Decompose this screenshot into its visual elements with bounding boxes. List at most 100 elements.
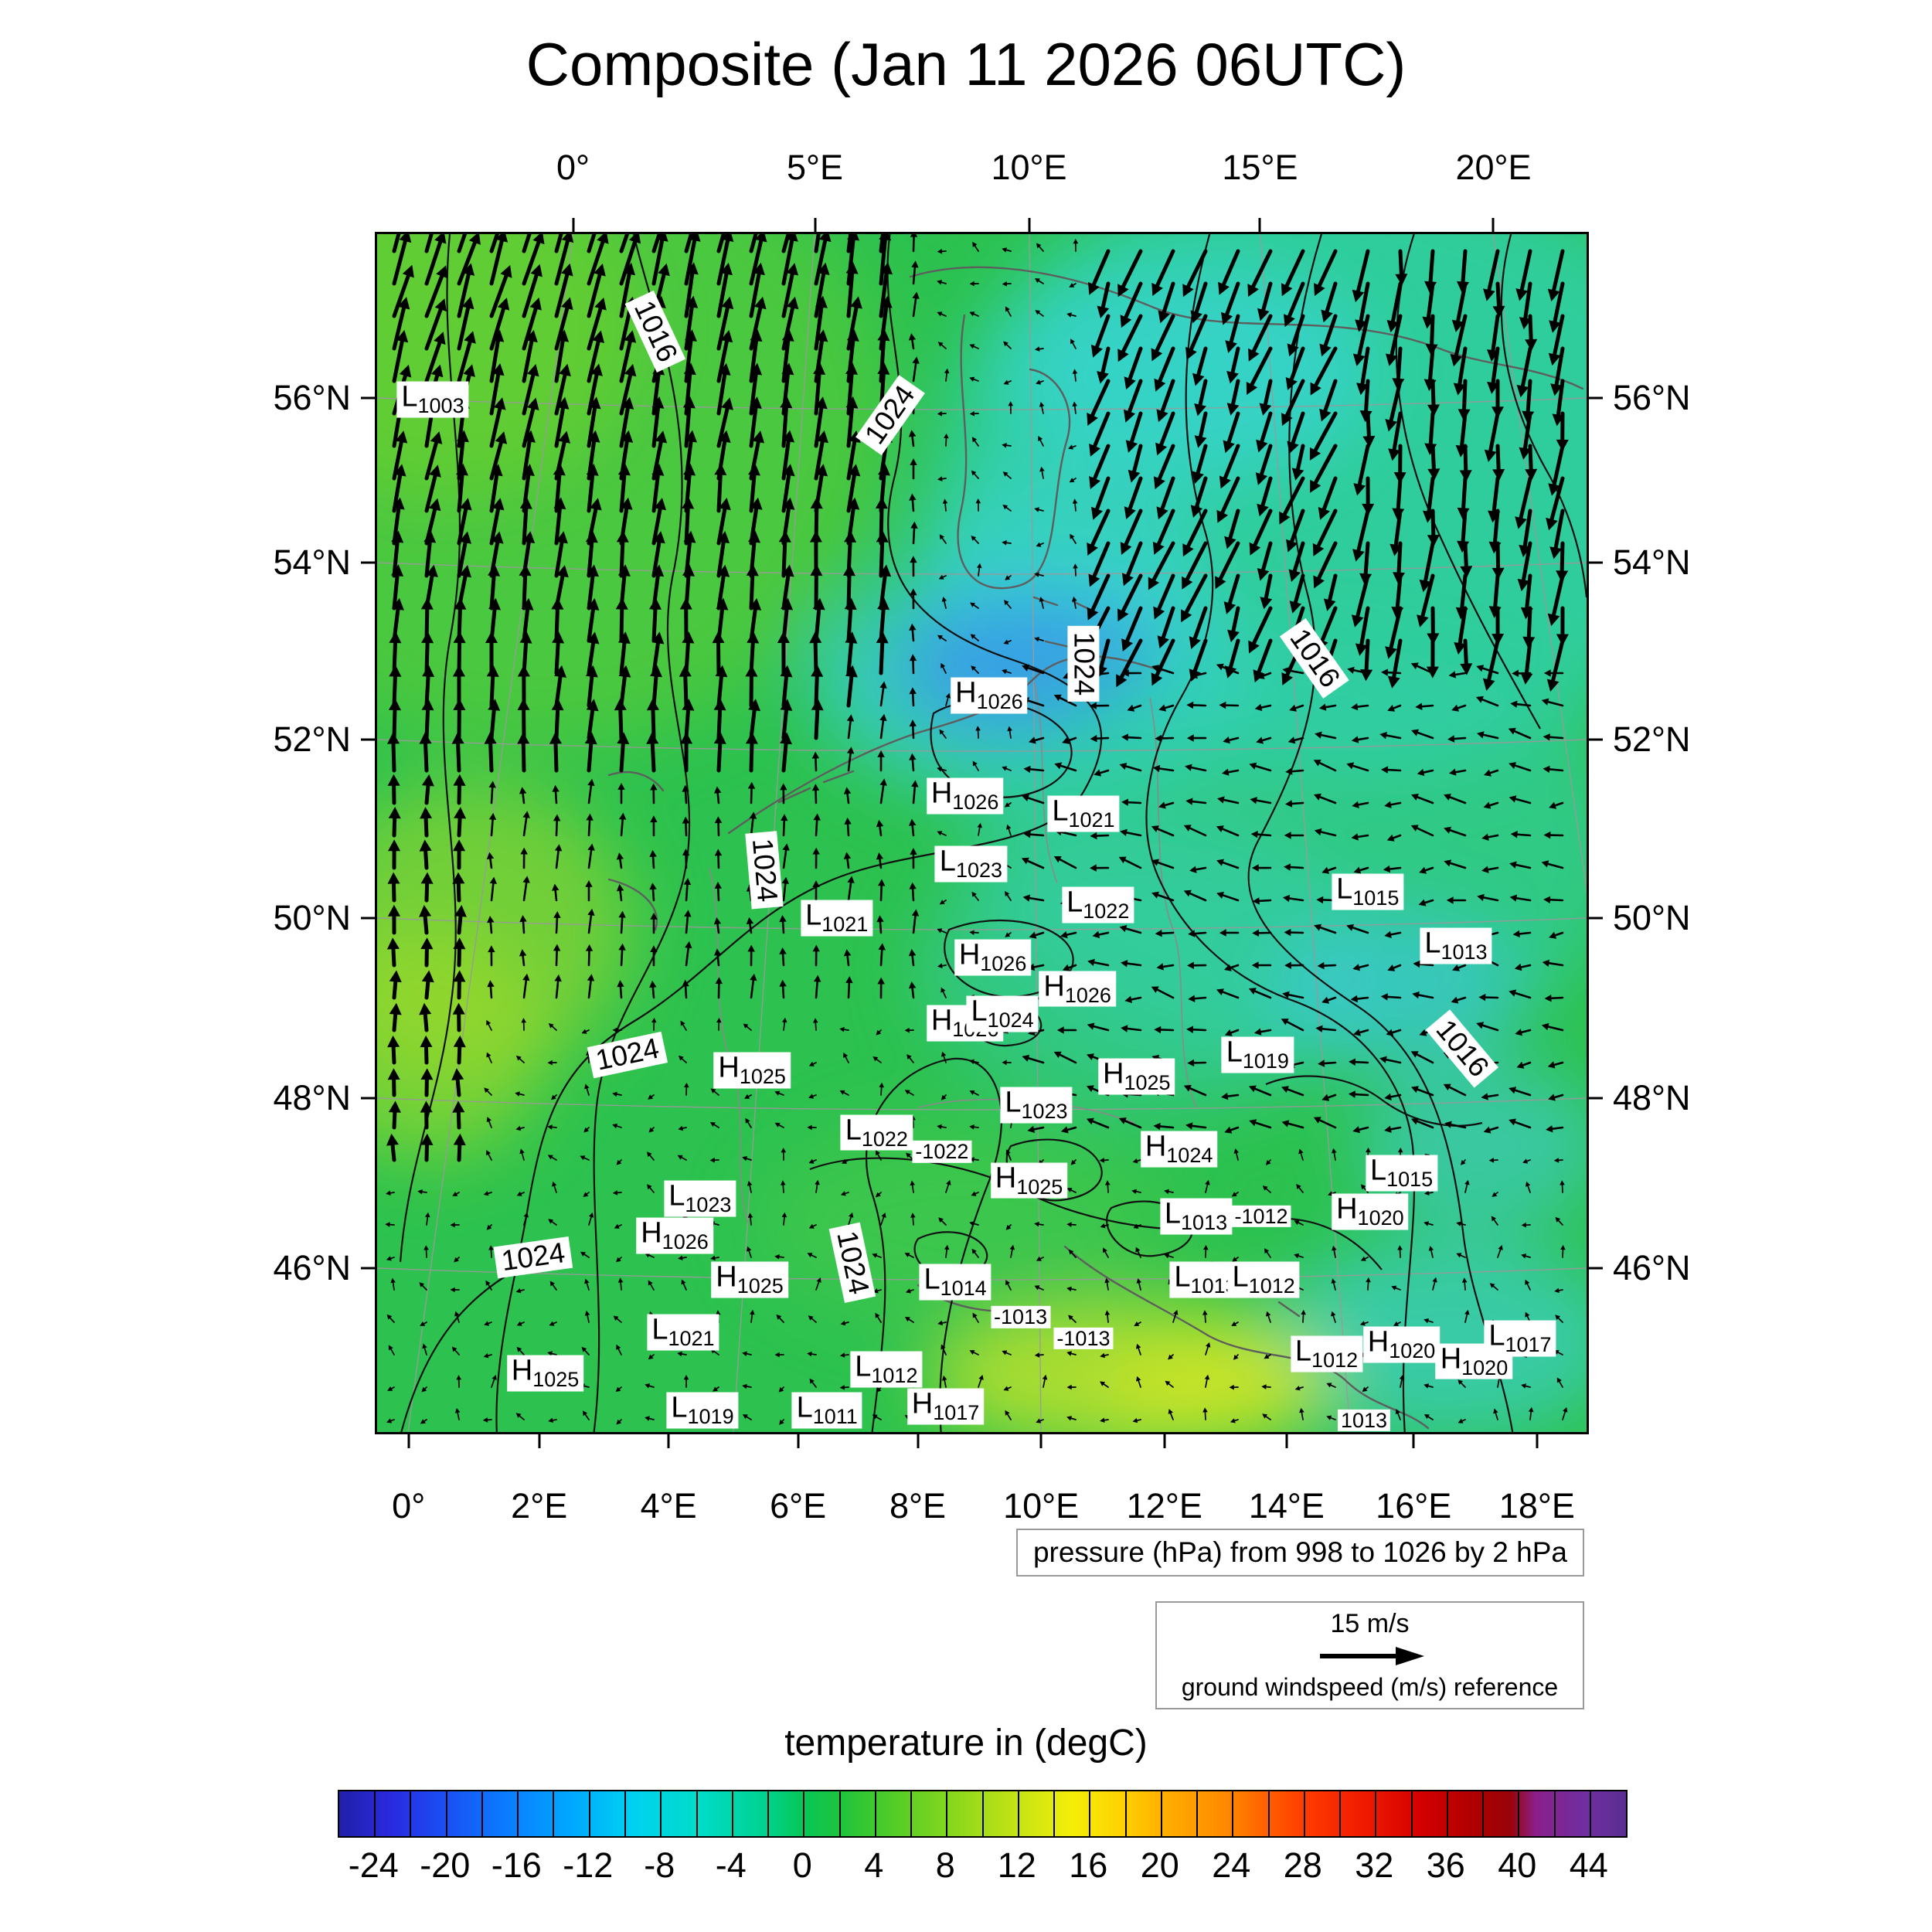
low-pressure-center: L1023 [664, 1180, 736, 1217]
colorbar-box-divider [553, 1791, 555, 1836]
colorbar-box-divider [767, 1791, 769, 1836]
axis-label-left-2: 52°N [273, 719, 351, 760]
axis-tick-right-3 [1589, 917, 1603, 920]
axis-label-left-5: 46°N [273, 1247, 351, 1287]
axis-label-bottom-6: 12°E [1126, 1486, 1202, 1526]
high-pressure-center: H1025 [506, 1355, 584, 1392]
axis-label-bottom-2: 4°E [640, 1486, 697, 1526]
axis-tick-right-5 [1589, 1267, 1603, 1270]
colorbar-box-divider [1481, 1791, 1484, 1836]
colorbar-box-divider [588, 1791, 590, 1836]
axis-tick-left-1 [361, 561, 375, 564]
colorbar-box-divider [1303, 1791, 1305, 1836]
axis-tick-right-2 [1589, 738, 1603, 741]
map-canvas [377, 234, 1587, 1432]
axis-label-left-4: 48°N [273, 1077, 351, 1117]
low-pressure-center: L1022 [1062, 886, 1134, 923]
wind-legend-caption: ground windspeed (m/s) reference [1181, 1673, 1559, 1701]
axis-label-left-3: 50°N [273, 898, 351, 938]
colorbar-box-divider [410, 1791, 412, 1836]
low-pressure-center: L1023 [1000, 1087, 1073, 1124]
axis-tick-left-3 [361, 917, 375, 920]
high-pressure-center: H1020 [1362, 1326, 1440, 1363]
isobar-label: -1012 [1231, 1205, 1291, 1227]
axis-label-bottom-7: 14°E [1248, 1486, 1325, 1526]
axis-tick-left-5 [361, 1267, 375, 1270]
colorbar-box-divider [1160, 1791, 1162, 1836]
high-pressure-center: H1026 [926, 777, 1004, 815]
colorbar-tick-label: 36 [1426, 1845, 1465, 1885]
colorbar-tick-label: -8 [644, 1845, 675, 1885]
axis-tick-right-1 [1589, 561, 1603, 564]
colorbar-box-divider [1410, 1791, 1413, 1836]
colorbar-box-divider [1017, 1791, 1019, 1836]
axis-label-bottom-9: 18°E [1498, 1486, 1575, 1526]
colorbar-tick-label: 0 [792, 1845, 812, 1885]
isobar-label: -1013 [991, 1306, 1051, 1328]
axis-tick-left-0 [361, 396, 375, 400]
colorbar-box-divider [374, 1791, 376, 1836]
low-pressure-center: L1013 [1420, 927, 1492, 964]
colorbar-tick-label: -20 [420, 1845, 471, 1885]
axis-tick-right-0 [1589, 396, 1603, 400]
isobar-label: -1013 [1053, 1328, 1114, 1349]
low-pressure-center: L1021 [801, 900, 873, 937]
wind-arrow-shafts-strong [389, 234, 1565, 1162]
colorbar-box-divider [660, 1791, 662, 1836]
axis-label-bottom-4: 8°E [889, 1486, 947, 1526]
graticule [377, 234, 1587, 1432]
isobar-label: 1013 [1337, 1409, 1391, 1431]
isobar-label: 1024 [493, 1236, 573, 1278]
pressure-caption-box: pressure (hPa) from 998 to 1026 by 2 hPa [1015, 1529, 1584, 1577]
high-pressure-center: H1025 [711, 1261, 788, 1298]
axis-label-right-1: 54°N [1613, 542, 1691, 582]
colorbar-box-divider [981, 1791, 984, 1836]
low-pressure-center: L1013 [1159, 1198, 1233, 1235]
axis-tick-top-4 [1492, 218, 1495, 232]
colorbar-box-divider [946, 1791, 948, 1836]
pressure-caption-text: pressure (hPa) from 998 to 1026 by 2 hPa [1032, 1536, 1567, 1568]
colorbar-box-divider [1089, 1791, 1091, 1836]
high-pressure-center: H1026 [1039, 971, 1116, 1007]
colorbar-tick-label: 28 [1283, 1845, 1322, 1885]
axis-tick-bottom-5 [1039, 1434, 1043, 1448]
axis-label-top-1: 5°E [786, 148, 844, 187]
isobar-label: 1024 [855, 375, 925, 456]
colorbar-box-divider [624, 1791, 626, 1836]
colorbar-box-divider [1053, 1791, 1055, 1836]
colorbar-box-divider [696, 1791, 698, 1836]
colorbar-box-divider [1518, 1791, 1520, 1836]
low-pressure-center: L1014 [919, 1264, 992, 1301]
axis-tick-bottom-9 [1536, 1434, 1539, 1448]
colorbar-tick-label: 40 [1498, 1845, 1537, 1885]
axis-label-bottom-8: 16°E [1376, 1486, 1452, 1526]
colorbar-box-divider [1553, 1791, 1556, 1836]
low-pressure-center: L1015 [1332, 873, 1404, 910]
isobar-label: 1024 [745, 831, 784, 910]
high-pressure-center: H1025 [990, 1162, 1068, 1199]
axis-label-left-1: 54°N [273, 542, 351, 582]
high-pressure-center: H1020 [1332, 1193, 1409, 1230]
low-pressure-center: L1021 [647, 1314, 719, 1351]
wind-arrow-heads-weak [385, 239, 1568, 1425]
axis-tick-top-1 [814, 218, 817, 232]
low-pressure-center: L1015 [1365, 1155, 1438, 1192]
colorbar-box-divider [445, 1791, 447, 1836]
isobar-label: 1024 [587, 1031, 668, 1078]
colorbar-box-divider [838, 1791, 841, 1836]
isobar-label: -1022 [912, 1141, 972, 1162]
colorbar-box-divider [1589, 1791, 1591, 1836]
low-pressure-center: L1017 [1484, 1320, 1556, 1357]
axis-label-right-4: 48°N [1613, 1077, 1691, 1117]
axis-tick-bottom-3 [797, 1434, 800, 1448]
low-pressure-center: L1023 [934, 845, 1008, 883]
high-pressure-center: H1026 [951, 677, 1028, 714]
colorbar-box-divider [1267, 1791, 1270, 1836]
colorbar-box-divider [1124, 1791, 1127, 1836]
axis-label-right-0: 56°N [1613, 378, 1691, 418]
colorbar-tick-label: -16 [491, 1845, 542, 1885]
colorbar-box-divider [803, 1791, 805, 1836]
low-pressure-center: L1012 [1227, 1261, 1300, 1298]
colorbar-box-divider [1339, 1791, 1341, 1836]
